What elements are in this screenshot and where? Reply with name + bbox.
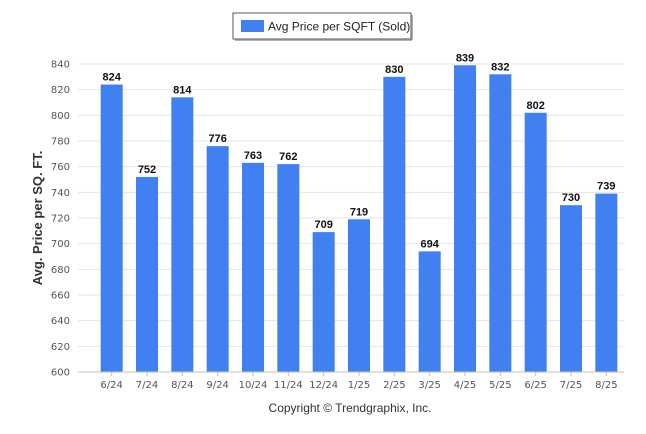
y-axis-ticks: 600 620 640 660 680 700 720 740 760 780 800 820 840 xyxy=(51,60,70,379)
y-tick-label: 700 xyxy=(51,239,70,250)
legend[interactable]: Avg Price per SQFT (Sold) xyxy=(232,12,413,41)
data-label: 824 xyxy=(102,72,121,84)
x-tick-label: 2/25 xyxy=(383,380,405,391)
data-label: 739 xyxy=(597,181,615,193)
bar[interactable] xyxy=(242,162,264,372)
bars xyxy=(100,65,618,373)
data-label: 752 xyxy=(138,164,156,176)
bar[interactable] xyxy=(489,74,512,373)
data-label: 694 xyxy=(420,238,439,250)
x-tick-label: 8/24 xyxy=(171,380,193,391)
y-axis-label: Avg. Price per SQ. FT. xyxy=(30,151,45,286)
y-tick-label: 820 xyxy=(51,85,70,96)
x-tick-label: 5/25 xyxy=(489,380,511,391)
data-label: 839 xyxy=(456,52,474,64)
y-tick-label: 800 xyxy=(51,111,70,122)
data-label: 814 xyxy=(173,84,192,96)
data-label: 730 xyxy=(562,192,580,204)
x-tick-label: 8/25 xyxy=(595,380,617,391)
data-label: 830 xyxy=(385,64,403,76)
x-axis-ticks: 6/24 7/24 8/24 9/24 10/24 11/24 12/24 1/25 2/25 3… xyxy=(100,372,618,391)
legend-label: Avg Price per SQFT (Sold) xyxy=(268,20,410,34)
x-tick-label: 6/25 xyxy=(524,380,546,391)
y-tick-label: 720 xyxy=(51,214,70,225)
x-tick-label: 4/25 xyxy=(454,380,476,391)
y-tick-label: 780 xyxy=(51,137,70,148)
bar[interactable] xyxy=(454,65,476,373)
y-tick-label: 740 xyxy=(51,188,70,199)
y-tick-label: 760 xyxy=(51,162,70,173)
x-tick-label: 9/24 xyxy=(206,380,228,391)
copyright-text: Copyright © Trendgraphix, Inc. xyxy=(269,401,432,415)
data-label: 802 xyxy=(526,100,544,112)
bar[interactable] xyxy=(312,232,335,372)
bar[interactable] xyxy=(100,84,123,373)
bar[interactable] xyxy=(524,112,547,373)
y-tick-label: 600 xyxy=(51,368,70,379)
data-label: 719 xyxy=(350,206,368,218)
data-label: 776 xyxy=(208,133,226,145)
x-tick-label: 7/25 xyxy=(560,380,582,391)
x-tick-label: 7/24 xyxy=(136,380,158,391)
x-tick-label: 12/24 xyxy=(309,380,338,391)
x-tick-label: 11/24 xyxy=(274,380,303,391)
bar[interactable] xyxy=(418,251,441,372)
y-tick-label: 640 xyxy=(51,316,70,327)
bar[interactable] xyxy=(171,97,194,372)
bar[interactable] xyxy=(560,205,582,372)
bar[interactable] xyxy=(136,176,158,372)
data-label: 763 xyxy=(244,150,262,162)
data-label: 762 xyxy=(279,151,297,163)
data-label: 832 xyxy=(491,61,509,73)
bar[interactable] xyxy=(277,164,300,372)
x-tick-label: 10/24 xyxy=(239,380,268,391)
value-labels: 824 752 814 776 763 762 709 719 830 694 839 832 802 7… xyxy=(102,52,615,250)
legend-swatch xyxy=(241,20,264,32)
data-label: 709 xyxy=(314,219,332,231)
bar[interactable] xyxy=(206,146,229,372)
y-tick-label: 840 xyxy=(51,60,70,71)
bar[interactable] xyxy=(383,76,406,372)
x-tick-label: 3/25 xyxy=(418,380,440,391)
y-tick-label: 660 xyxy=(51,291,70,302)
y-tick-label: 620 xyxy=(51,342,70,353)
bar[interactable] xyxy=(595,193,618,372)
y-tick-label: 680 xyxy=(51,265,70,276)
bar[interactable] xyxy=(348,219,370,372)
x-tick-label: 6/24 xyxy=(100,380,122,391)
x-tick-label: 1/25 xyxy=(348,380,370,391)
